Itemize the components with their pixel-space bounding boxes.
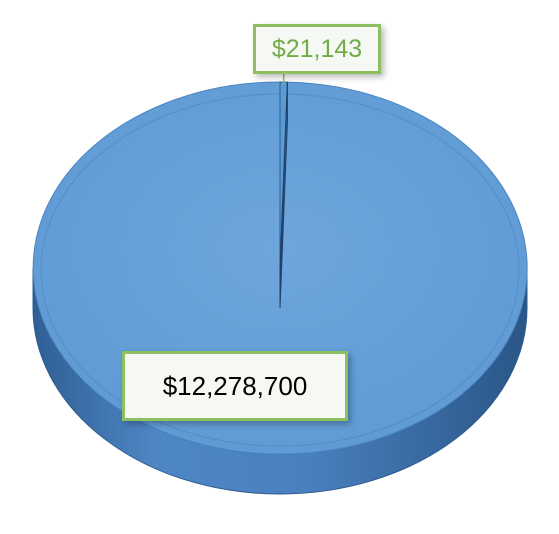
data-label-large-slice: $12,278,700 — [122, 351, 348, 421]
pie-slice-small-face — [279, 82, 288, 309]
data-label-small-slice: $21,143 — [253, 24, 381, 74]
